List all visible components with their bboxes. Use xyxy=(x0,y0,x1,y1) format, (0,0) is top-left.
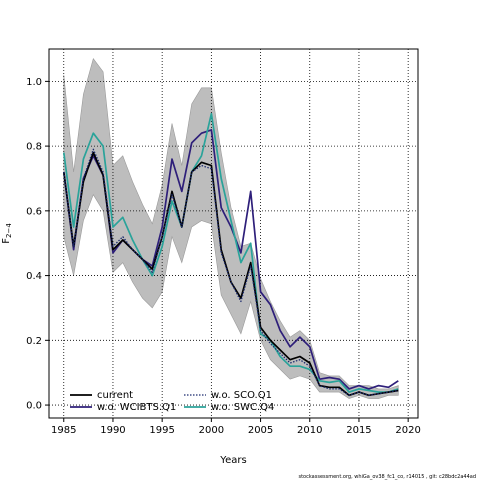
y-axis-label-sub: 2−4 xyxy=(5,223,13,238)
x-tick-label: 1990 xyxy=(100,425,125,436)
x-tick-label: 1995 xyxy=(149,425,174,436)
y-tick-label: 0.2 xyxy=(26,336,42,347)
legend-entry: current xyxy=(97,390,133,401)
series-line-3 xyxy=(62,112,399,393)
x-tick-label: 2010 xyxy=(297,425,322,436)
x-tick-label: 2020 xyxy=(395,425,420,436)
y-tick-label: 0.6 xyxy=(26,206,42,217)
legend-entry: w.o. WCIBTS.Q1 xyxy=(97,402,176,413)
x-axis: 1985 1990 1995 2000 2005 2010 2015 2020 xyxy=(51,418,421,436)
series-line-2 xyxy=(63,148,399,396)
legend-entry: w.o. SCO.Q1 xyxy=(211,390,272,401)
legend-entry: w.o. SWC.Q4 xyxy=(211,402,274,413)
plot-frame xyxy=(48,48,419,419)
x-tick-label: 1985 xyxy=(51,425,76,436)
y-tick-label: 1.0 xyxy=(26,77,42,88)
x-tick-label: 2000 xyxy=(199,425,224,436)
series-lines xyxy=(62,112,399,397)
series-line-0 xyxy=(62,151,399,397)
x-tick-label: 2005 xyxy=(248,425,273,436)
y-axis-label: F2−4 xyxy=(1,223,13,244)
y-axis-label-main: F xyxy=(1,238,12,244)
y-tick-label: 0.4 xyxy=(26,271,42,282)
x-axis-label: Years xyxy=(219,455,246,466)
y-tick-label: 0.8 xyxy=(26,142,42,153)
y-tick-label: 0.0 xyxy=(26,401,42,412)
footer-note: stockassessment.org, whiGa_ov38_fc1_co, … xyxy=(298,474,476,480)
y-axis: 0.0 0.2 0.4 0.6 0.8 1.0 xyxy=(26,77,49,412)
x-tick-label: 2015 xyxy=(346,425,371,436)
